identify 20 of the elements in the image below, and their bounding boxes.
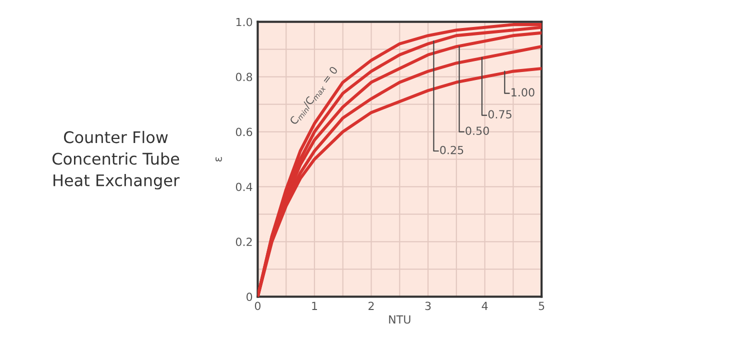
y-axis-title: ε <box>216 157 222 162</box>
y-tick-label: 0.8 <box>236 72 252 82</box>
annotation: 0.25 <box>440 146 464 154</box>
x-tick-label: 0 <box>254 302 261 310</box>
text: Counter Flow Concentric Tube Heat Exchanger <box>52 130 180 190</box>
y-tick-label: 1.0 <box>236 18 252 26</box>
y-tick-label: 0.4 <box>236 182 252 192</box>
x-tick-label: 1 <box>312 302 317 310</box>
y-tick-label: 0.2 <box>236 238 252 246</box>
annotation: 0.75 <box>488 110 512 119</box>
annotation: C$_{min}$/C$_{max}$ = 0 <box>289 66 340 126</box>
x-tick-label: 2 <box>368 302 374 310</box>
y-tick-label: 0 <box>246 292 252 302</box>
y-tick-label: 0.6 <box>236 128 252 136</box>
annotation: 0.50 <box>466 126 489 135</box>
x-tick-label: 4 <box>482 302 488 310</box>
annotation: 1.00 <box>512 88 534 97</box>
x-tick-label: 3 <box>425 302 431 310</box>
x-axis-title: NTU <box>389 315 410 324</box>
x-tick-label: 5 <box>538 302 544 310</box>
